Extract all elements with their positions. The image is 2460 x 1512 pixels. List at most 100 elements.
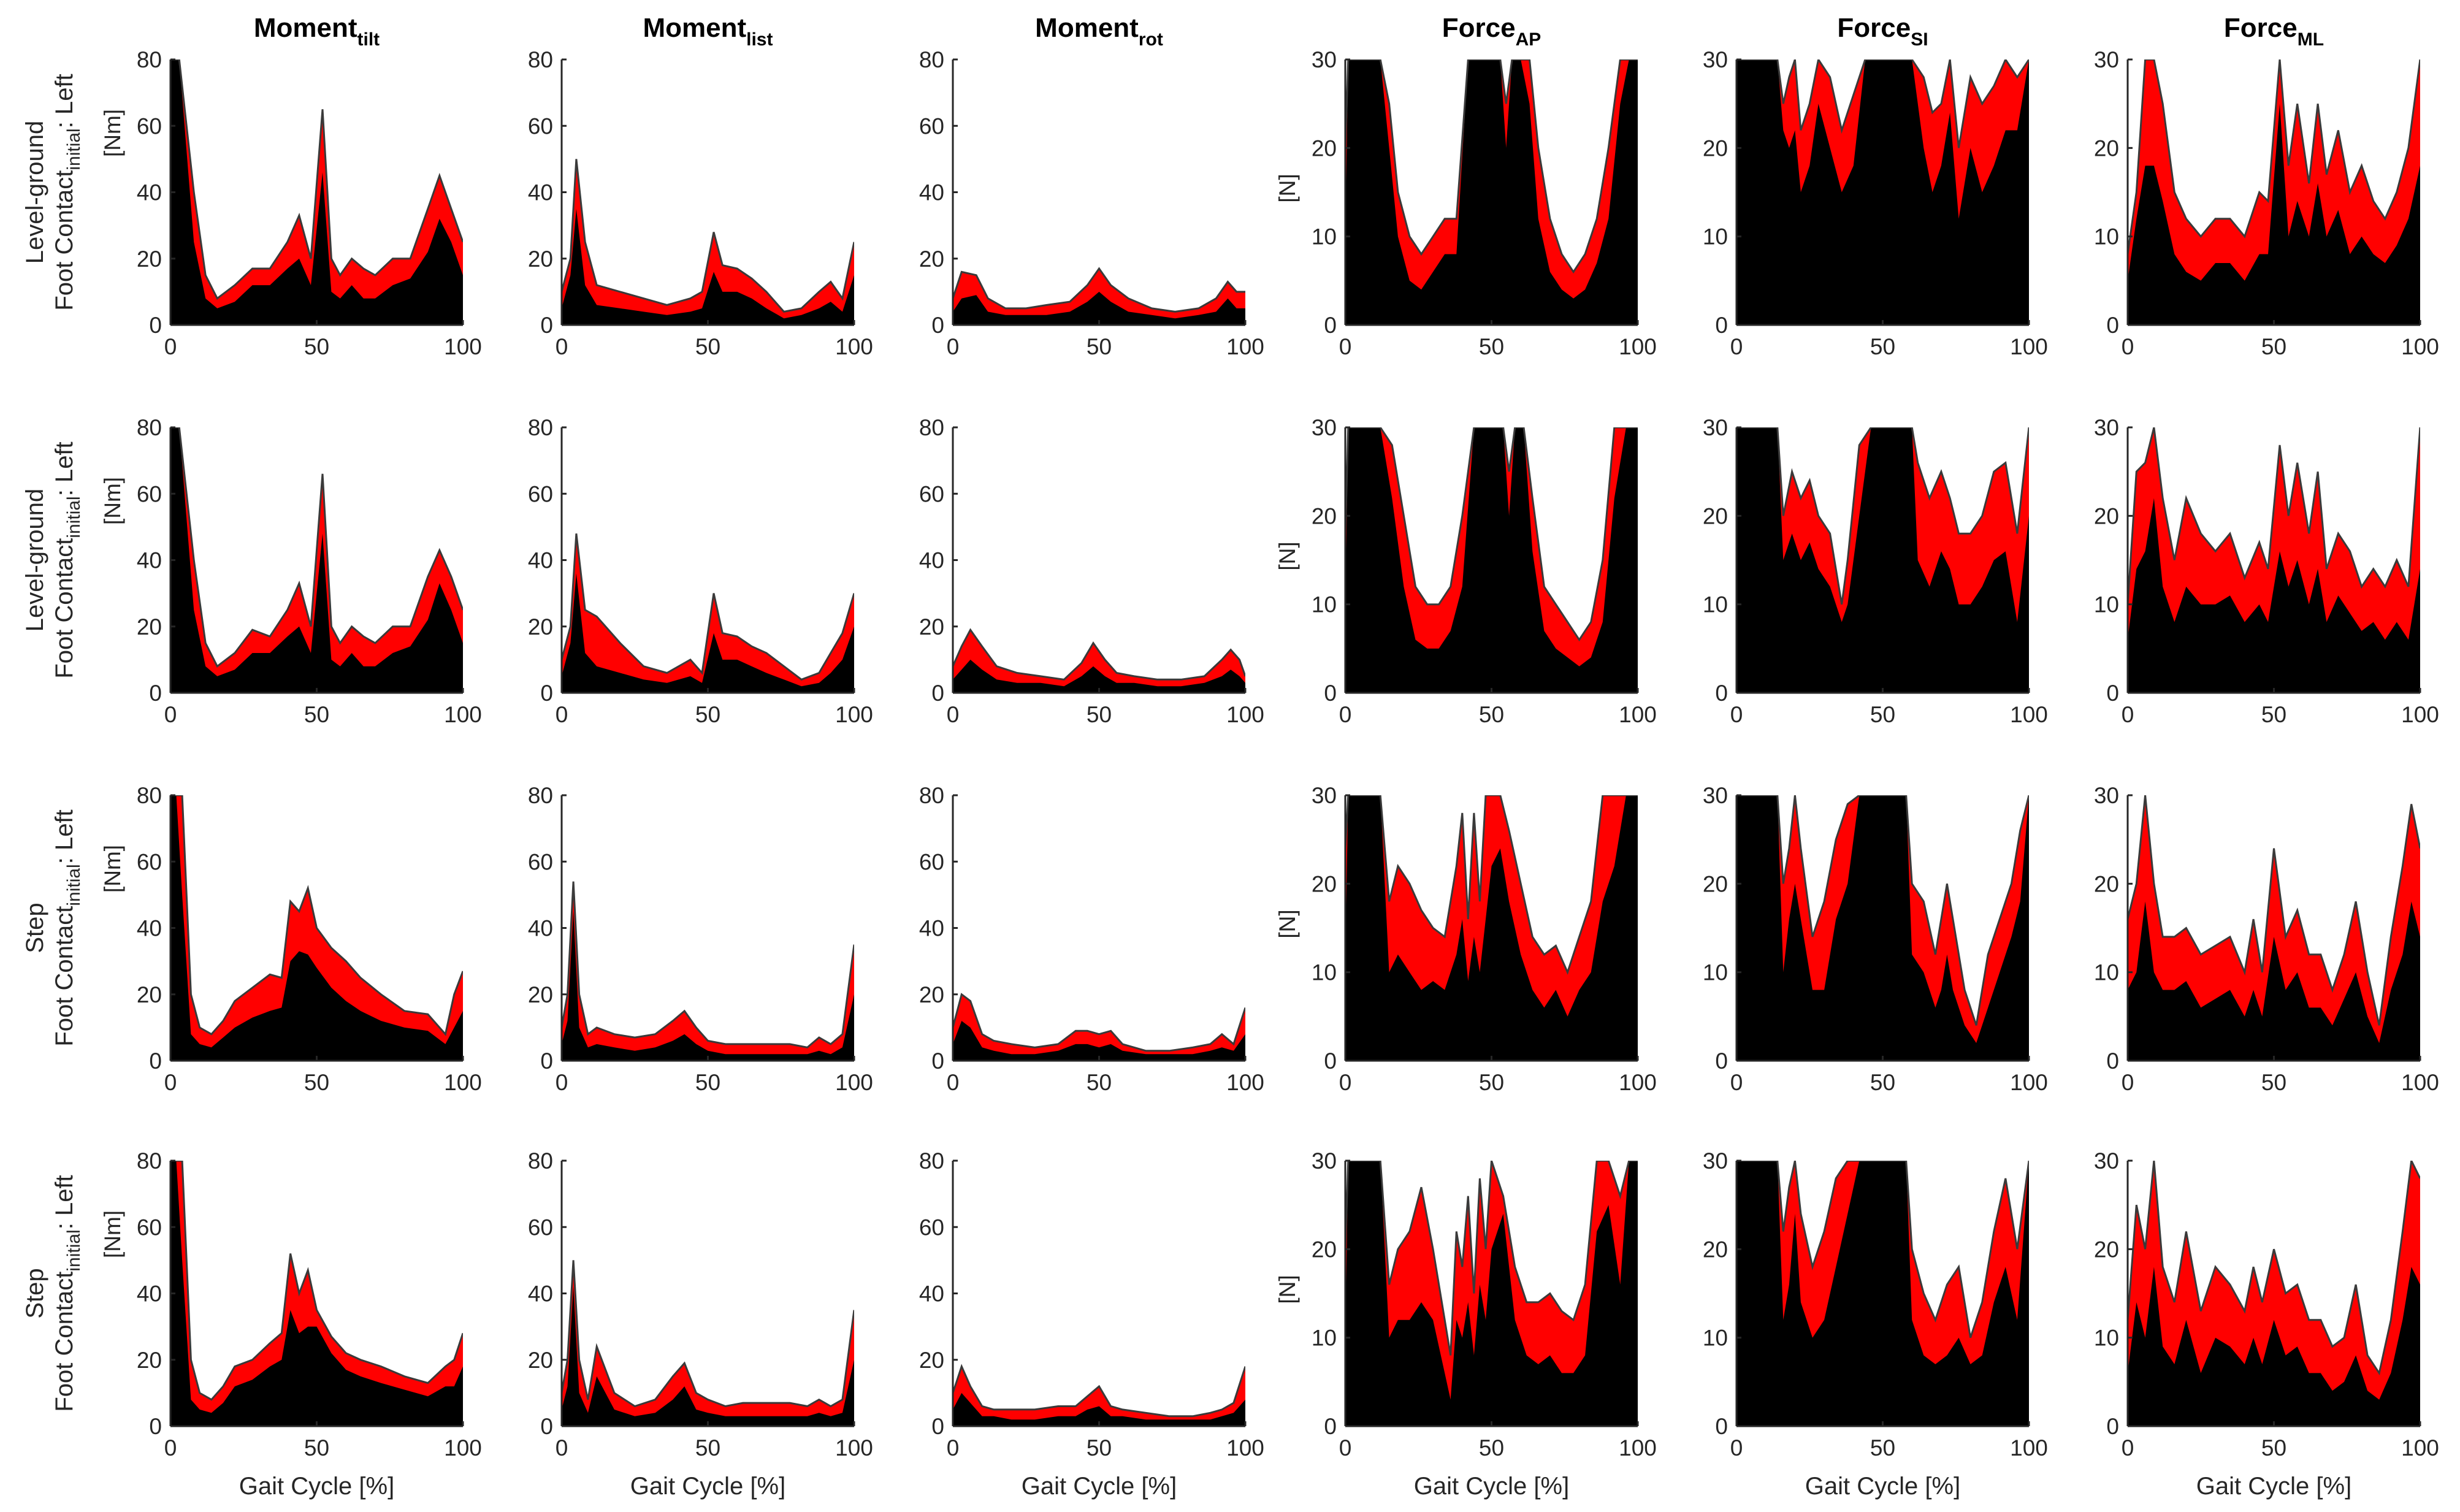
y-tick-label: 60 [919,481,944,506]
unit-label: [N] [1275,909,1300,938]
y-tick-label: 20 [1312,871,1337,896]
y-tick-label: 0 [1715,681,1728,706]
panel-r3-c2: 0 20 40 60 80 0 50 100 [919,1148,1264,1460]
lower-band-area [170,795,463,1061]
x-tick-label: 0 [164,1435,177,1460]
x-tick-label: 50 [1479,334,1504,359]
y-tick-label: 30 [1312,1148,1337,1174]
y-tick-label: 40 [528,916,553,941]
y-tick-label: 10 [2094,224,2119,250]
x-tick-label: 0 [1730,1435,1743,1460]
y-tick-label: 40 [528,548,553,573]
x-tick-label: 0 [1730,702,1743,727]
upper-band-outline [562,533,854,681]
y-tick-label: 20 [2094,503,2119,529]
x-tick-label: 50 [1087,1435,1112,1460]
x-tick-label: 50 [1479,702,1504,727]
x-tick-label: 100 [1619,1070,1657,1095]
x-tick-label: 0 [947,1435,960,1460]
panel-r1-c1: 0 20 40 60 80 0 50 100 [528,415,873,727]
unit-label: [N] [1275,174,1300,202]
y-tick-label: 80 [137,783,162,808]
y-tick-label: 20 [1312,1237,1337,1262]
column-title: ForceML [2224,13,2324,50]
x-tick-label: 50 [1870,1435,1895,1460]
y-tick-label: 30 [1312,47,1337,72]
panel-r0-c0: 0 20 40 60 80 0 50 100 [Nm] [100,47,482,359]
y-tick-label: 80 [919,47,944,72]
y-tick-label: 60 [919,1215,944,1240]
y-tick-label: 30 [1312,783,1337,808]
column-title-base: Force [1837,13,1911,43]
lower-band-area [1736,59,2029,325]
x-tick-label: 100 [444,334,482,359]
upper-band-outline [2128,427,2420,605]
y-tick-label: 20 [2094,136,2119,161]
column-title-base: Force [2224,13,2298,43]
row-label: Level-ground Foot Contactinitial: Left [21,441,84,678]
y-tick-label: 80 [919,415,944,440]
y-tick-label: 60 [528,113,553,139]
column-title-base: Moment [254,13,357,43]
y-tick-label: 0 [149,313,162,338]
x-tick-label: 100 [835,1435,873,1460]
y-tick-label: 80 [528,47,553,72]
y-tick-label: 20 [2094,871,2119,896]
x-axis-labels: Gait Cycle [%] Gait Cycle [%] Gait Cycle [… [239,1473,2351,1500]
column-title-sub: ML [2298,29,2324,50]
y-tick-label: 30 [2094,783,2119,808]
upper-band-area [2128,1161,2420,1426]
y-tick-label: 0 [931,1414,944,1439]
x-tick-label: 0 [2122,1070,2134,1095]
y-tick-label: 10 [1703,224,1728,250]
column-title: ForceAP [1442,13,1541,50]
lower-band-area [1736,427,2029,693]
y-tick-label: 80 [528,415,553,440]
x-tick-label: 50 [304,1435,329,1460]
panel-r3-c4: 0 10 20 30 0 50 100 [1703,1148,2048,1460]
panel-r2-c1: 0 20 40 60 80 0 50 100 [528,783,873,1095]
y-tick-label: 40 [137,1281,162,1307]
y-tick-label: 20 [1703,136,1728,161]
panel-r2-c3: 0 10 20 30 0 50 100 [N] [1275,783,1657,1095]
row-label-line2: Foot Contactinitial: Left [51,1175,84,1411]
lower-band-area [562,573,854,693]
y-tick-label: 0 [1324,1414,1337,1439]
x-tick-label: 0 [1339,702,1352,727]
y-tick-label: 10 [1312,592,1337,617]
y-tick-label: 40 [137,180,162,205]
x-axis-label: Gait Cycle [%] [1022,1473,1177,1500]
x-tick-label: 0 [2122,702,2134,727]
y-tick-label: 10 [1312,224,1337,250]
y-tick-label: 60 [919,113,944,139]
y-tick-label: 20 [528,246,553,272]
x-tick-label: 100 [2401,1435,2439,1460]
y-tick-label: 10 [1312,960,1337,985]
y-tick-label: 30 [1703,415,1728,440]
y-tick-label: 40 [137,548,162,573]
upper-band-outline [170,59,463,300]
upper-band-outline [1345,795,1638,975]
x-tick-label: 50 [304,334,329,359]
y-tick-label: 10 [1703,1326,1728,1351]
x-tick-label: 0 [947,1070,960,1095]
y-tick-label: 60 [528,849,553,874]
lower-band-area [562,1286,854,1426]
upper-band-outline [562,881,854,1048]
y-tick-label: 0 [2106,313,2119,338]
x-tick-label: 100 [2401,702,2439,727]
unit-label: [Nm] [100,477,125,525]
x-tick-label: 50 [695,334,720,359]
y-tick-label: 30 [2094,1148,2119,1174]
x-tick-label: 100 [2010,334,2048,359]
column-title-base: Moment [1035,13,1139,43]
y-tick-label: 0 [149,1414,162,1439]
x-axis-label: Gait Cycle [%] [2196,1473,2351,1500]
upper-band-outline [953,267,1245,313]
lower-band-area [170,1161,463,1426]
y-tick-label: 30 [1703,783,1728,808]
x-tick-label: 100 [2010,702,2048,727]
y-tick-label: 80 [137,415,162,440]
y-tick-label: 40 [528,1281,553,1307]
y-tick-label: 80 [919,783,944,808]
